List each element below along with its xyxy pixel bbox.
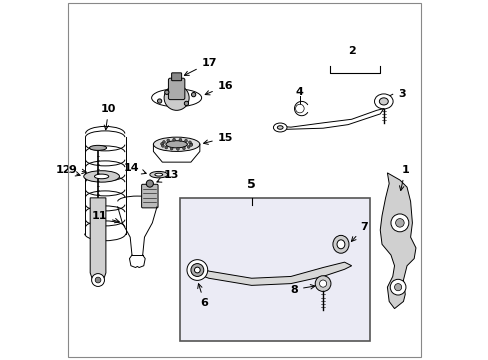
Circle shape xyxy=(315,276,330,292)
Ellipse shape xyxy=(379,98,387,105)
Text: 9: 9 xyxy=(69,165,86,175)
Text: 11: 11 xyxy=(91,211,119,223)
Ellipse shape xyxy=(273,123,286,132)
Text: 15: 15 xyxy=(203,133,233,144)
Text: 8: 8 xyxy=(290,284,314,294)
Polygon shape xyxy=(90,198,106,280)
Text: 7: 7 xyxy=(351,222,367,242)
FancyBboxPatch shape xyxy=(142,184,158,208)
Circle shape xyxy=(170,147,173,150)
Circle shape xyxy=(394,284,401,291)
Circle shape xyxy=(184,101,188,105)
Polygon shape xyxy=(194,262,351,285)
Circle shape xyxy=(189,144,192,147)
Circle shape xyxy=(166,139,169,142)
Ellipse shape xyxy=(89,145,106,150)
Ellipse shape xyxy=(83,171,119,182)
Circle shape xyxy=(389,279,405,295)
Circle shape xyxy=(146,180,153,187)
Ellipse shape xyxy=(186,260,207,280)
Text: 1: 1 xyxy=(399,165,408,190)
FancyBboxPatch shape xyxy=(168,78,184,100)
Circle shape xyxy=(182,147,185,150)
Ellipse shape xyxy=(165,141,187,148)
Ellipse shape xyxy=(277,126,283,129)
Text: 6: 6 xyxy=(197,284,208,308)
Text: 13: 13 xyxy=(157,170,179,182)
Circle shape xyxy=(164,85,189,111)
Ellipse shape xyxy=(149,171,167,178)
Circle shape xyxy=(164,146,167,149)
FancyBboxPatch shape xyxy=(180,198,369,341)
Ellipse shape xyxy=(155,173,163,176)
Text: 4: 4 xyxy=(295,87,303,98)
Text: 16: 16 xyxy=(205,81,233,95)
Polygon shape xyxy=(380,173,415,309)
Circle shape xyxy=(176,148,179,150)
Circle shape xyxy=(160,143,163,145)
Text: 12: 12 xyxy=(56,165,80,176)
Circle shape xyxy=(189,143,192,146)
Text: 2: 2 xyxy=(347,46,355,57)
Circle shape xyxy=(319,280,326,287)
Circle shape xyxy=(162,140,165,143)
Ellipse shape xyxy=(332,235,348,253)
Circle shape xyxy=(188,141,191,144)
Ellipse shape xyxy=(374,94,392,109)
Circle shape xyxy=(390,214,408,232)
Ellipse shape xyxy=(194,267,200,273)
Circle shape xyxy=(184,139,187,142)
Circle shape xyxy=(395,219,404,227)
Circle shape xyxy=(187,145,190,148)
Circle shape xyxy=(191,93,195,97)
Circle shape xyxy=(179,138,182,141)
Text: 3: 3 xyxy=(397,89,405,99)
Circle shape xyxy=(295,104,304,113)
Text: 10: 10 xyxy=(101,104,116,130)
Ellipse shape xyxy=(153,137,200,152)
Ellipse shape xyxy=(94,174,108,179)
Ellipse shape xyxy=(151,89,201,107)
Text: 17: 17 xyxy=(184,58,217,75)
Ellipse shape xyxy=(336,240,344,249)
Circle shape xyxy=(164,90,168,94)
Circle shape xyxy=(161,144,164,147)
Ellipse shape xyxy=(190,264,203,276)
Text: 5: 5 xyxy=(247,178,256,191)
Circle shape xyxy=(91,274,104,287)
FancyBboxPatch shape xyxy=(171,73,181,81)
Circle shape xyxy=(157,99,162,103)
Circle shape xyxy=(172,138,175,141)
Text: 14: 14 xyxy=(123,163,146,174)
Circle shape xyxy=(95,277,101,283)
